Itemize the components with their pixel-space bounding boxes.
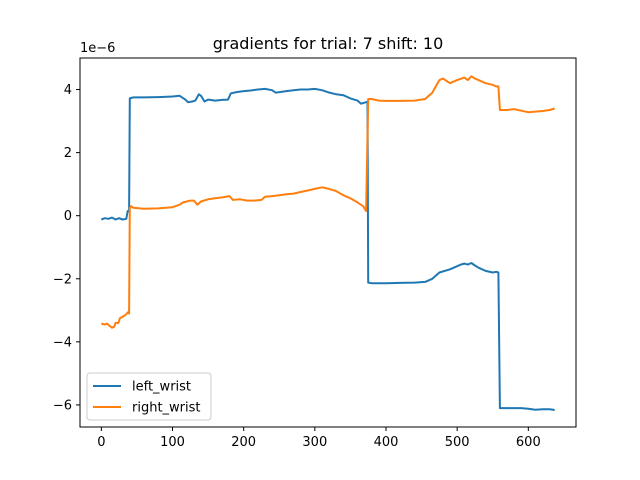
- chart-title: gradients for trial: 7 shift: 10: [213, 34, 444, 53]
- x-tick-label: 600: [516, 435, 541, 450]
- series-line-left-wrist: [100, 87, 555, 411]
- legend: left_wrist right_wrist: [86, 372, 212, 421]
- legend-box: [86, 372, 212, 421]
- series-line-right-wrist: [101, 75, 555, 329]
- plot-frame: [79, 57, 577, 428]
- x-tick-label: 200: [231, 435, 256, 450]
- y-tick-label: 4: [64, 83, 72, 98]
- series-layer: [100, 75, 555, 411]
- x-tick-label: 300: [302, 435, 327, 450]
- y-tick-label: −4: [53, 335, 72, 350]
- legend-label-right-wrist: right_wrist: [132, 401, 201, 416]
- y-tick-label: −2: [53, 272, 72, 287]
- y-axis-offset-label: 1e−6: [80, 41, 115, 56]
- x-tick-label: 0: [97, 435, 105, 450]
- x-tick-label: 100: [160, 435, 185, 450]
- legend-label-left-wrist: left_wrist: [132, 380, 191, 395]
- x-tick-label: 500: [445, 435, 470, 450]
- y-tick-label: −6: [53, 398, 72, 413]
- tick-layer: 0 100 200 300 400 500 600 −6 −4 −2 0 2 4: [53, 83, 541, 450]
- x-tick-label: 400: [374, 435, 399, 450]
- y-tick-label: 2: [64, 146, 72, 161]
- y-tick-label: 0: [64, 209, 72, 224]
